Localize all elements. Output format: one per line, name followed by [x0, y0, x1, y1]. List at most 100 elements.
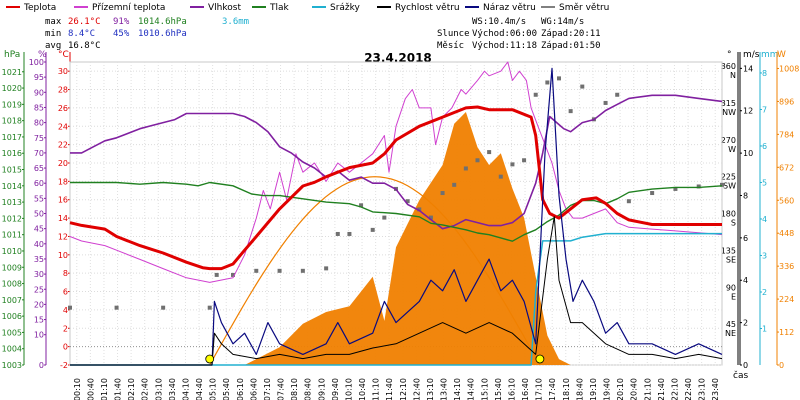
solar-tick-label: 1008	[779, 64, 799, 73]
pressure-tick-label: 1015	[2, 166, 22, 175]
wind_speed-tick-label: 6	[743, 234, 748, 243]
temperature-tick-label: 6	[63, 288, 68, 297]
temperature-tick-label: 24	[58, 122, 68, 131]
temperature-tick-label: 10	[58, 251, 68, 260]
x-tick-label: 00:10	[73, 378, 82, 400]
x-tick-label: 06:40	[249, 378, 258, 400]
x-tick-label: 01:40	[114, 378, 123, 400]
pressure-tick-label: 1003	[2, 361, 22, 370]
stats-avg-temp: 16.8°C	[68, 41, 101, 51]
x-tick-label: 03:40	[168, 378, 177, 400]
wind-direction-dot	[417, 207, 422, 212]
solar-tick-label: 896	[779, 97, 794, 106]
x-tick-label: 07:10	[263, 378, 272, 400]
wind-dir-tick-deg: 225	[721, 173, 736, 182]
x-tick-label: 12:10	[399, 378, 408, 400]
solar-tick-label: 560	[779, 196, 794, 205]
wind-dir-tick-dir: NE	[725, 329, 736, 338]
humidity-tick-label: 95	[34, 73, 44, 82]
solar-tick-label: 224	[779, 295, 794, 304]
series-line-vlhkost	[70, 94, 723, 230]
pressure-tick-label: 1020	[2, 84, 22, 93]
solar-tick-label: 784	[779, 130, 794, 139]
rain-tick-label: 8	[762, 69, 767, 78]
temperature-tick-label: 30	[58, 67, 68, 76]
info-moon-label: Měsíc	[437, 41, 464, 51]
temperature-tick-label: -2	[60, 361, 68, 370]
x-axis-label: čas	[733, 370, 748, 381]
info-moon-set: Západ:01:50	[541, 41, 601, 51]
temperature-tick-label: 26	[58, 104, 68, 113]
temperature-tick-label: 16	[58, 196, 68, 205]
rain-tick-label: 6	[762, 142, 767, 151]
wind-direction-dot	[114, 305, 119, 310]
x-tick-label: 18:10	[562, 378, 571, 400]
pressure-tick-label: 1016	[2, 149, 22, 158]
series-line-n-raz-v-tru	[70, 67, 723, 366]
info-sun-set: Západ:20:11	[541, 29, 601, 39]
x-tick-label: 22:40	[684, 378, 693, 400]
wind_speed-tick-label: 4	[743, 276, 748, 285]
wind-direction-dot	[347, 231, 352, 236]
humidity-tick-label: 70	[34, 149, 44, 158]
pressure-tick-label: 1006	[2, 312, 22, 321]
rain-tick-label: 5	[762, 178, 767, 187]
pressure-tick-label: 1007	[2, 296, 22, 305]
legend-label: Přízemní teplota	[92, 3, 165, 13]
pressure-tick-label: 1014	[2, 182, 22, 191]
info-sun-rise: Východ:06:00	[472, 29, 537, 39]
humidity-tick-label: 75	[34, 134, 44, 143]
wind-dir-axis-unit: °	[727, 50, 732, 60]
wind-dir-tick-dir: W	[728, 145, 736, 154]
x-tick-label: 03:10	[154, 378, 163, 400]
temperature-tick-label: 2	[63, 324, 68, 333]
legend-label: Směr větru	[559, 3, 609, 13]
legend: Teplota Přízemní teplota Vlhkost Tlak Srážky…	[6, 3, 609, 13]
wind-direction-dot	[603, 100, 608, 105]
wind-dir-tick-dir: E	[731, 292, 736, 301]
x-tick-label: 13:10	[426, 378, 435, 400]
temperature-tick-label: 28	[58, 86, 68, 95]
series-solar-area	[70, 112, 722, 365]
chart-title: 23.4.2018	[364, 51, 432, 65]
legend-label: Vlhkost	[208, 3, 241, 13]
wind-dir-tick-deg: 45	[726, 320, 736, 329]
pressure-tick-label: 1010	[2, 247, 22, 256]
humidity-tick-label: 0	[39, 361, 44, 370]
wind-dir-tick-deg: 135	[721, 246, 736, 255]
x-tick-label: 02:10	[127, 378, 136, 400]
humidity-tick-label: 55	[34, 194, 44, 203]
x-tick-label: 13:40	[440, 378, 449, 400]
humidity-tick-label: 100	[29, 58, 44, 67]
pressure-tick-label: 1011	[2, 231, 22, 240]
legend-item: Tlak	[252, 3, 290, 13]
pressure-tick-label: 1018	[2, 117, 22, 126]
legend-item: Rychlost větru	[377, 3, 460, 13]
legend-label: Tlak	[269, 3, 290, 13]
stats-min-temp: 8.4°C	[68, 29, 95, 39]
humidity-tick-label: 10	[34, 331, 44, 340]
rain-tick-label: 2	[762, 288, 767, 297]
x-tick-label: 21:40	[657, 378, 666, 400]
x-tick-label: 06:10	[236, 378, 245, 400]
x-tick-label: 17:10	[535, 378, 544, 400]
temperature-tick-label: 0	[63, 343, 68, 352]
pressure-axis-unit: hPa	[4, 50, 20, 60]
series-line-teplota	[69, 105, 722, 271]
wind-direction-dot	[626, 199, 631, 204]
wind-direction-dot	[428, 215, 433, 220]
wind_speed-tick-label: 2	[743, 319, 748, 328]
wind-direction-dot	[370, 227, 375, 232]
x-tick-label: 08:10	[290, 378, 299, 400]
x-tick-label: 04:10	[181, 378, 190, 400]
wind-speed-axis-unit: m/s	[743, 50, 760, 60]
pressure-tick-label: 1008	[2, 280, 22, 289]
wind-direction-dot	[557, 76, 561, 81]
temperature-tick-label: 22	[58, 141, 68, 150]
x-tick-label: 08:40	[304, 378, 313, 400]
stats-min-press: 1010.6hPa	[138, 29, 187, 39]
series-line-sr-ky	[70, 232, 722, 366]
wind_speed-tick-label: 8	[743, 191, 748, 200]
legend-item: Teplota	[6, 3, 56, 13]
x-tick-label: 12:40	[412, 378, 421, 400]
